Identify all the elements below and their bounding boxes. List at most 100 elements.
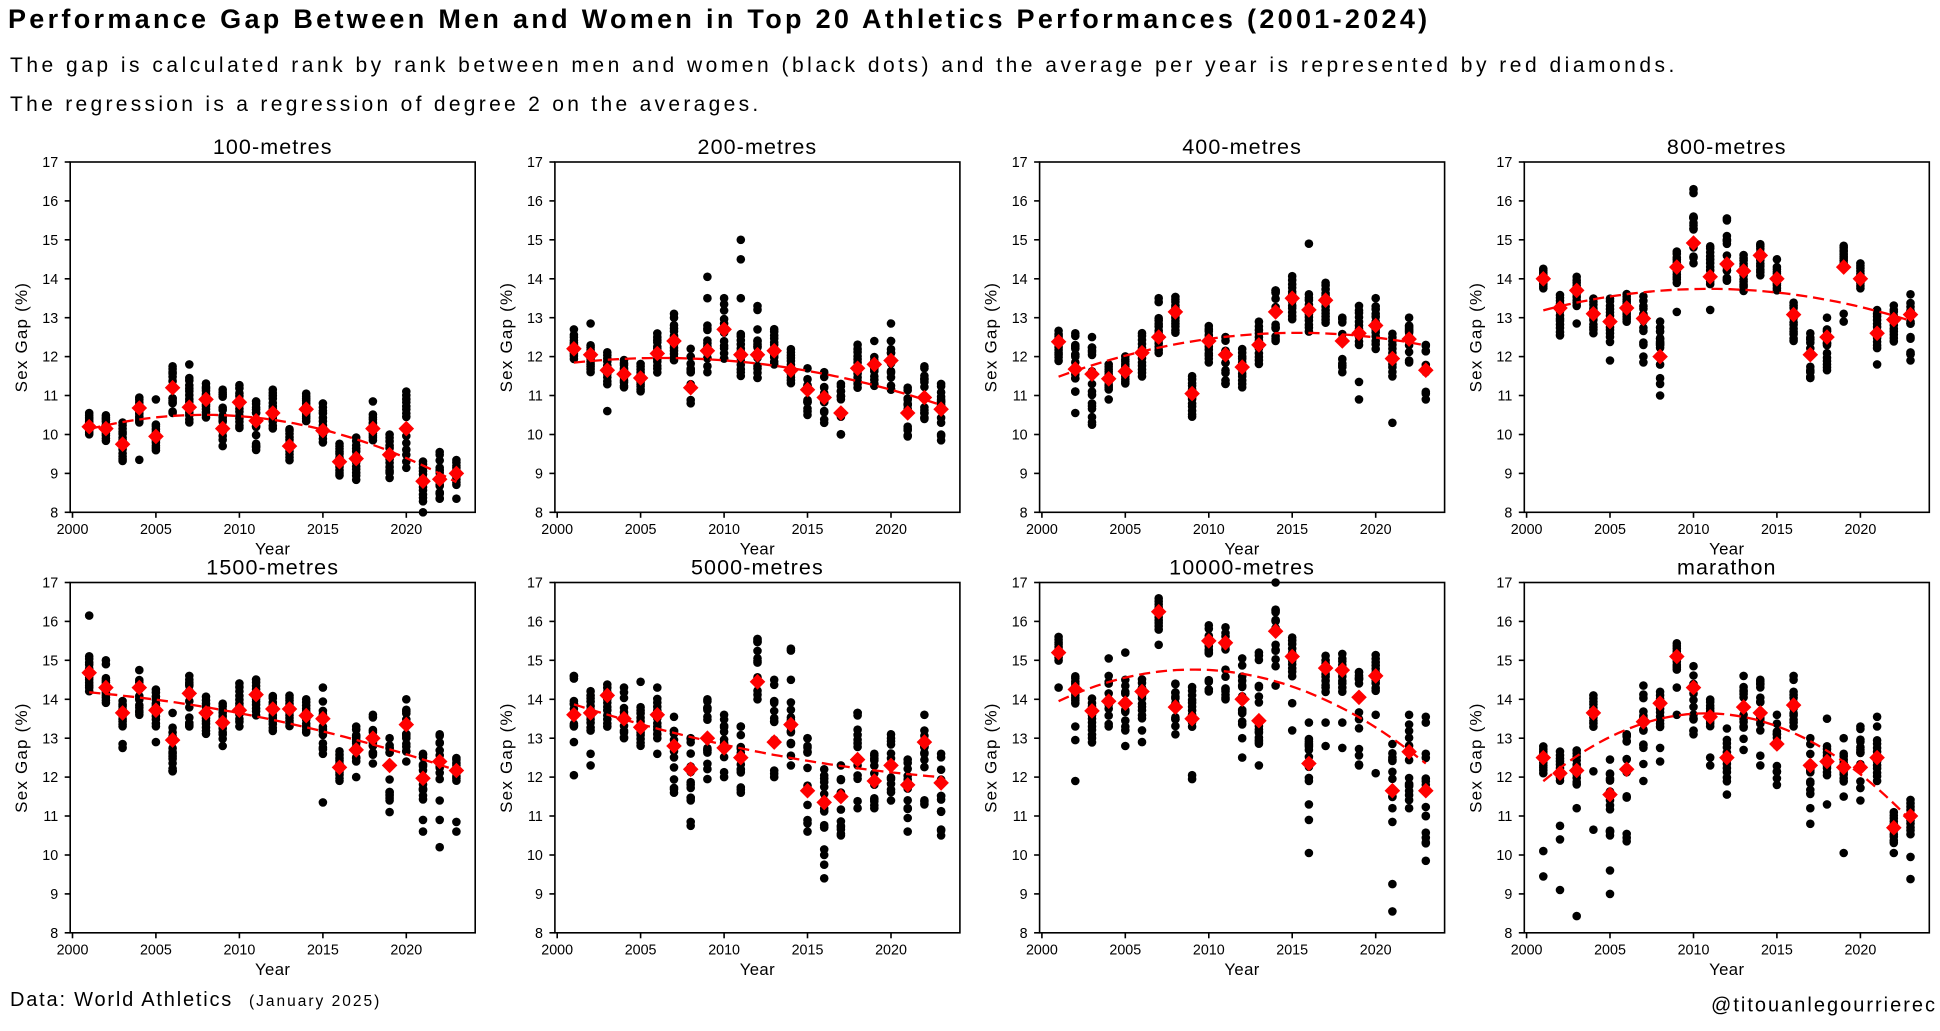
svg-text:200-metres: 200-metres	[698, 135, 818, 159]
svg-text:15: 15	[1496, 233, 1512, 249]
svg-text:Sex Gap (%): Sex Gap (%)	[12, 702, 31, 813]
svg-text:9: 9	[1504, 887, 1512, 903]
svg-text:2015: 2015	[307, 942, 339, 958]
svg-text:15: 15	[527, 653, 543, 669]
svg-text:13: 13	[42, 311, 58, 327]
svg-text:14: 14	[527, 692, 543, 708]
svg-text:8: 8	[1020, 926, 1028, 942]
svg-text:10: 10	[1496, 848, 1512, 864]
svg-text:14: 14	[527, 272, 543, 288]
svg-text:The gap is calculated rank by: The gap is calculated rank by rank betwe…	[10, 54, 1678, 77]
svg-text:2000: 2000	[1511, 522, 1543, 538]
svg-text:Year: Year	[255, 960, 290, 979]
svg-text:10: 10	[42, 428, 58, 444]
svg-text:17: 17	[527, 155, 543, 171]
svg-text:17: 17	[42, 576, 58, 592]
svg-text:11: 11	[43, 389, 58, 405]
svg-text:2010: 2010	[223, 522, 255, 538]
svg-text:12: 12	[1496, 770, 1512, 786]
svg-text:2005: 2005	[625, 942, 657, 958]
svg-text:8: 8	[1504, 505, 1512, 521]
svg-text:2010: 2010	[1193, 522, 1225, 538]
svg-text:2015: 2015	[1276, 942, 1308, 958]
svg-text:2020: 2020	[1844, 942, 1876, 958]
svg-text:15: 15	[42, 653, 58, 669]
svg-text:8: 8	[535, 505, 543, 521]
svg-text:11: 11	[528, 809, 543, 825]
svg-text:9: 9	[50, 887, 58, 903]
svg-text:12: 12	[42, 770, 58, 786]
svg-text:Year: Year	[1709, 540, 1744, 559]
svg-text:2010: 2010	[1678, 522, 1710, 538]
svg-text:10: 10	[1012, 428, 1028, 444]
svg-text:15: 15	[42, 233, 58, 249]
svg-text:2010: 2010	[708, 942, 740, 958]
svg-text:2015: 2015	[1761, 522, 1793, 538]
svg-text:16: 16	[1496, 194, 1512, 210]
svg-text:(January 2025): (January 2025)	[249, 993, 381, 1010]
svg-text:15: 15	[527, 233, 543, 249]
svg-text:14: 14	[1012, 692, 1028, 708]
svg-text:16: 16	[1496, 615, 1512, 631]
svg-text:2020: 2020	[1360, 522, 1392, 538]
svg-text:17: 17	[1496, 155, 1512, 171]
svg-text:800-metres: 800-metres	[1667, 135, 1787, 159]
svg-text:13: 13	[1012, 731, 1028, 747]
svg-text:2015: 2015	[792, 522, 824, 538]
svg-text:2000: 2000	[57, 942, 89, 958]
svg-text:17: 17	[42, 155, 58, 171]
svg-text:2005: 2005	[625, 522, 657, 538]
svg-text:12: 12	[42, 350, 58, 366]
svg-text:9: 9	[535, 467, 543, 483]
svg-text:11: 11	[43, 809, 58, 825]
svg-text:9: 9	[1504, 467, 1512, 483]
svg-text:15: 15	[1496, 653, 1512, 669]
svg-text:2015: 2015	[792, 942, 824, 958]
svg-text:12: 12	[1496, 350, 1512, 366]
svg-text:2005: 2005	[1594, 942, 1626, 958]
svg-text:2005: 2005	[1109, 942, 1141, 958]
svg-text:9: 9	[50, 467, 58, 483]
svg-text:10: 10	[42, 848, 58, 864]
svg-text:The regression is a regression: The regression is a regression of degree…	[10, 93, 762, 116]
svg-text:11: 11	[1013, 809, 1028, 825]
svg-text:2000: 2000	[1511, 942, 1543, 958]
svg-text:2000: 2000	[541, 522, 573, 538]
svg-text:2010: 2010	[223, 942, 255, 958]
svg-text:14: 14	[1012, 272, 1028, 288]
svg-text:2015: 2015	[307, 522, 339, 538]
svg-text:2015: 2015	[1761, 942, 1793, 958]
svg-text:14: 14	[1496, 272, 1512, 288]
svg-text:13: 13	[527, 731, 543, 747]
svg-text:13: 13	[1496, 311, 1512, 327]
svg-text:2005: 2005	[1594, 522, 1626, 538]
svg-text:15: 15	[1012, 233, 1028, 249]
svg-text:9: 9	[1020, 887, 1028, 903]
svg-text:15: 15	[1012, 653, 1028, 669]
svg-text:8: 8	[1020, 505, 1028, 521]
svg-text:2020: 2020	[390, 522, 422, 538]
svg-text:Year: Year	[1224, 540, 1259, 559]
svg-text:11: 11	[1497, 389, 1512, 405]
svg-text:13: 13	[1496, 731, 1512, 747]
svg-text:2000: 2000	[1026, 942, 1058, 958]
svg-text:17: 17	[527, 576, 543, 592]
svg-text:16: 16	[1012, 615, 1028, 631]
svg-text:8: 8	[50, 926, 58, 942]
svg-text:2000: 2000	[541, 942, 573, 958]
svg-text:8: 8	[535, 926, 543, 942]
svg-text:12: 12	[527, 350, 543, 366]
svg-text:marathon: marathon	[1677, 556, 1777, 580]
svg-text:Data: World Athletics: Data: World Athletics	[10, 989, 233, 1011]
svg-text:10: 10	[1012, 848, 1028, 864]
svg-text:13: 13	[42, 731, 58, 747]
svg-text:2020: 2020	[1360, 942, 1392, 958]
svg-text:Sex Gap (%): Sex Gap (%)	[497, 282, 516, 393]
svg-text:9: 9	[535, 887, 543, 903]
svg-text:12: 12	[1012, 770, 1028, 786]
svg-text:11: 11	[1497, 809, 1512, 825]
svg-text:17: 17	[1012, 576, 1028, 592]
svg-text:14: 14	[1496, 692, 1512, 708]
svg-text:Sex Gap (%): Sex Gap (%)	[1466, 702, 1485, 813]
svg-text:100-metres: 100-metres	[213, 135, 333, 159]
